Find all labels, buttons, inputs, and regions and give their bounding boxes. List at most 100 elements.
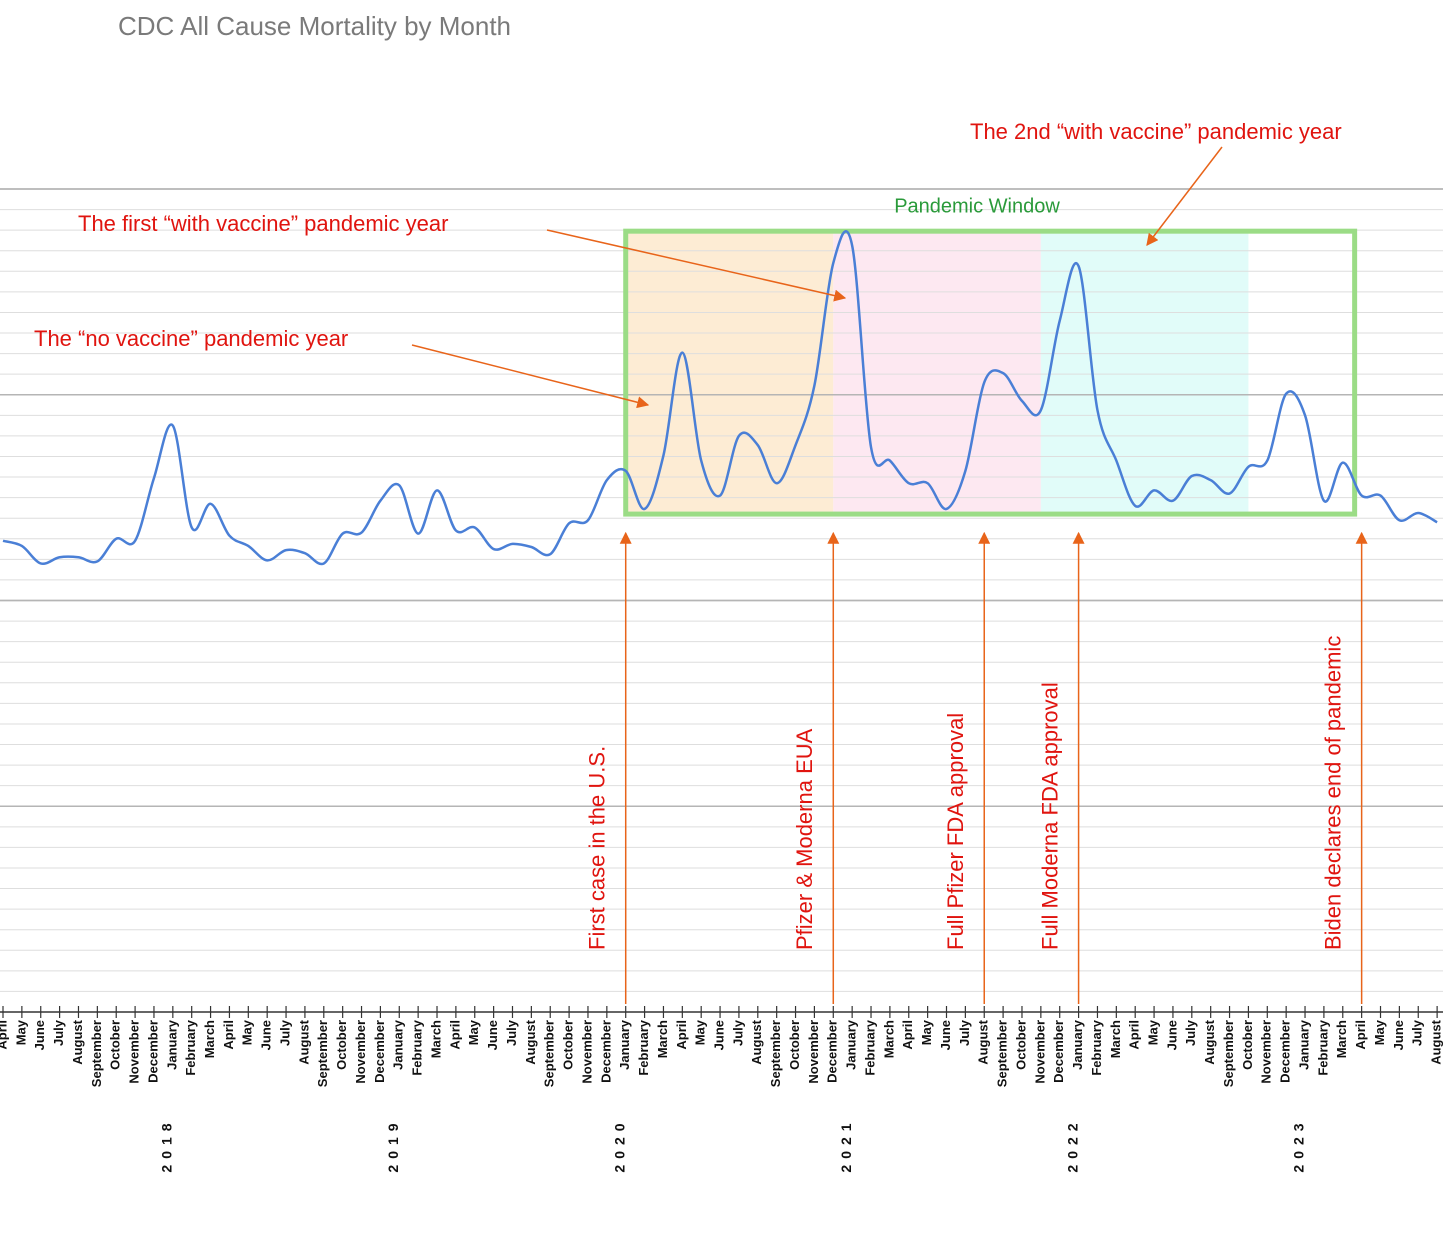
x-tick-label: January <box>844 1019 859 1070</box>
x-tick-label: December <box>145 1020 160 1083</box>
x-tick-label: February <box>636 1019 651 1075</box>
x-tick-label: May <box>919 1019 934 1045</box>
shaded-region <box>833 231 1041 515</box>
event-label: Pfizer & Moderna EUA <box>792 728 817 950</box>
x-tick-label: July <box>504 1019 519 1046</box>
x-tick-label: February <box>410 1019 425 1075</box>
window-label: Pandemic Window <box>894 195 1060 217</box>
x-tick-label: June <box>32 1020 47 1050</box>
year-label: 2021 <box>838 1117 854 1172</box>
x-tick-label: September <box>89 1020 104 1087</box>
x-tick-label: April <box>900 1020 915 1050</box>
x-tick-label: December <box>372 1020 387 1083</box>
x-tick-label: December <box>598 1020 613 1083</box>
x-tick-label: August <box>1202 1019 1217 1064</box>
shaded-region <box>1040 231 1249 515</box>
x-tick-label: July <box>730 1019 745 1046</box>
mortality-line <box>2 230 1438 566</box>
x-tick-label: July <box>957 1019 972 1046</box>
x-tick-label: March <box>202 1020 217 1058</box>
x-tick-label: September <box>315 1020 330 1087</box>
year-label: 2022 <box>1064 1117 1080 1172</box>
annotation: The 2nd “with vaccine” pandemic year <box>970 119 1342 144</box>
x-tick-label: May <box>693 1019 708 1045</box>
x-tick-label: October <box>108 1020 123 1070</box>
annotation: The first “with vaccine” pandemic year <box>78 211 448 236</box>
x-tick-label: March <box>655 1020 670 1058</box>
x-tick-label: November <box>353 1020 368 1084</box>
annotation-arrow <box>411 344 650 409</box>
x-tick-label: August <box>70 1019 85 1064</box>
x-tick-label: April <box>0 1020 9 1050</box>
event-label: Biden declares end of pandemic <box>1320 636 1345 950</box>
x-tick-label: October <box>334 1020 349 1070</box>
x-tick-label: July <box>1410 1019 1425 1046</box>
x-tick-label: November <box>806 1020 821 1084</box>
x-tick-label: September <box>542 1020 557 1087</box>
x-tick-label: August <box>749 1019 764 1064</box>
x-tick-label: April <box>1353 1020 1368 1050</box>
annotation-arrow <box>1146 146 1223 246</box>
annotation-arrow <box>546 229 847 302</box>
annotation: The “no vaccine” pandemic year <box>34 326 348 351</box>
x-tick-label: November <box>1259 1020 1274 1084</box>
x-tick-label: January <box>1070 1019 1085 1070</box>
x-tick-label: April <box>1127 1020 1142 1050</box>
x-tick-label: December <box>1051 1020 1066 1083</box>
x-tick-label: November <box>579 1020 594 1084</box>
x-tick-label: June <box>259 1020 274 1050</box>
event-label: Full Moderna FDA approval <box>1037 682 1062 950</box>
x-tick-label: October <box>1240 1020 1255 1070</box>
x-tick-label: January <box>391 1019 406 1070</box>
x-tick-label: June <box>711 1020 726 1050</box>
x-tick-label: May <box>466 1019 481 1045</box>
x-tick-label: March <box>1108 1020 1123 1058</box>
x-tick-label: October <box>1013 1020 1028 1070</box>
year-label: 2018 <box>159 1117 175 1172</box>
x-tick-label: June <box>1391 1020 1406 1050</box>
x-tick-label: February <box>1089 1019 1104 1075</box>
year-label: 2019 <box>385 1117 401 1172</box>
x-tick-label: January <box>164 1019 179 1070</box>
event-label: Full Pfizer FDA approval <box>943 713 968 950</box>
x-tick-label: August <box>523 1019 538 1064</box>
x-tick-label: May <box>1146 1019 1161 1045</box>
x-tick-label: March <box>881 1020 896 1058</box>
year-label: 2020 <box>611 1117 627 1172</box>
x-tick-label: March <box>428 1020 443 1058</box>
x-tick-label: October <box>561 1020 576 1070</box>
x-tick-label: July <box>277 1019 292 1046</box>
x-tick-label: June <box>485 1020 500 1050</box>
x-tick-label: August <box>976 1019 991 1064</box>
x-tick-label: June <box>938 1020 953 1050</box>
x-tick-label: September <box>995 1020 1010 1087</box>
x-tick-label: June <box>1164 1020 1179 1050</box>
x-tick-label: December <box>1278 1020 1293 1083</box>
x-tick-label: December <box>825 1020 840 1083</box>
chart-title: CDC All Cause Mortality by Month <box>118 11 511 41</box>
x-tick-label: May <box>13 1019 28 1045</box>
x-tick-label: November <box>1032 1020 1047 1084</box>
x-tick-label: January <box>617 1019 632 1070</box>
x-tick-label: July <box>51 1019 66 1046</box>
x-tick-label: May <box>240 1019 255 1045</box>
x-tick-label: February <box>183 1019 198 1075</box>
x-tick-label: February <box>862 1019 877 1075</box>
x-tick-label: April <box>221 1020 236 1050</box>
x-tick-label: August <box>296 1019 311 1064</box>
x-tick-label: January <box>1296 1019 1311 1070</box>
x-tick-label: April <box>674 1020 689 1050</box>
x-tick-label: September <box>768 1020 783 1087</box>
x-tick-label: October <box>787 1020 802 1070</box>
x-tick-label: November <box>127 1020 142 1084</box>
x-tick-label: July <box>1183 1019 1198 1046</box>
pandemic-window <box>623 228 1358 517</box>
x-tick-label: August <box>1429 1019 1444 1064</box>
event-label: First case in the U.S. <box>585 746 610 950</box>
x-tick-label: September <box>1221 1020 1236 1087</box>
x-tick-label: May <box>1372 1019 1387 1045</box>
x-tick-label: March <box>1334 1020 1349 1058</box>
x-tick-label: April <box>447 1020 462 1050</box>
x-tick-label: February <box>1315 1019 1330 1075</box>
